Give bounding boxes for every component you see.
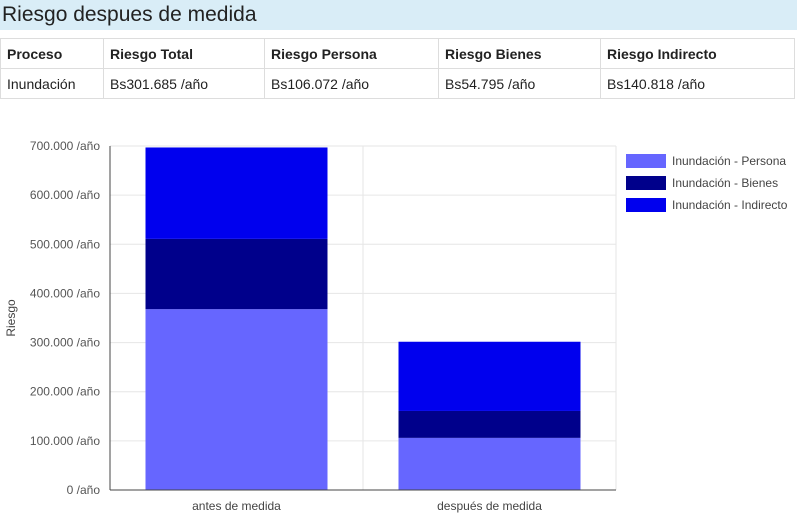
y-tick-label: 200.000 /año [30, 385, 100, 399]
risk-chart: 0 /año 100.000 /año 200.000 /año 300.000 /a… [0, 108, 797, 520]
cell-riesgo-persona: Bs106.072 /año [264, 68, 439, 99]
risk-summary-table: Proceso Riesgo Total Riesgo Persona Ries… [0, 38, 795, 99]
table-row: Inundación Bs301.685 /año Bs106.072 /año… [0, 68, 795, 99]
table-header-row: Proceso Riesgo Total Riesgo Persona Ries… [0, 38, 795, 69]
legend-entry: Inundación - Persona [672, 154, 786, 168]
bar-segment [145, 147, 328, 239]
column-header-riesgo-persona: Riesgo Persona [264, 38, 439, 69]
bar-segment [145, 238, 328, 310]
stacked-bar-chart: 0 /año 100.000 /año 200.000 /año 300.000 /a… [4, 139, 788, 513]
y-tick-label: 700.000 /año [30, 139, 100, 153]
cell-riesgo-indirecto: Bs140.818 /año [600, 68, 795, 99]
y-tick-label: 600.000 /año [30, 188, 100, 202]
column-header-proceso: Proceso [0, 38, 104, 69]
bar-segment [145, 309, 328, 490]
y-tick-label: 500.000 /año [30, 237, 100, 251]
x-tick-label: antes de medida [192, 499, 281, 513]
legend-entry: Inundación - Indirecto [672, 198, 788, 212]
bar-segment [398, 410, 581, 438]
legend-swatch [626, 176, 666, 190]
legend-swatch [626, 154, 666, 168]
y-tick-label: 0 /año [67, 483, 101, 497]
bar-segment [398, 341, 581, 411]
y-tick-label: 100.000 /año [30, 434, 100, 448]
y-axis-label: Riesgo [4, 299, 18, 337]
cell-riesgo-total: Bs301.685 /año [103, 68, 265, 99]
column-header-riesgo-indirecto: Riesgo Indirecto [600, 38, 795, 69]
page-title: Riesgo despues de medida [0, 0, 797, 30]
column-header-riesgo-bienes: Riesgo Bienes [438, 38, 601, 69]
x-tick-label: después de medida [437, 499, 542, 513]
column-header-riesgo-total: Riesgo Total [103, 38, 265, 69]
cell-riesgo-bienes: Bs54.795 /año [438, 68, 601, 99]
y-tick-label: 300.000 /año [30, 336, 100, 350]
bar-segment [398, 437, 581, 490]
legend-entry: Inundación - Bienes [672, 176, 778, 190]
y-tick-label: 400.000 /año [30, 286, 100, 300]
legend-swatch [626, 198, 666, 212]
cell-proceso: Inundación [0, 68, 104, 99]
